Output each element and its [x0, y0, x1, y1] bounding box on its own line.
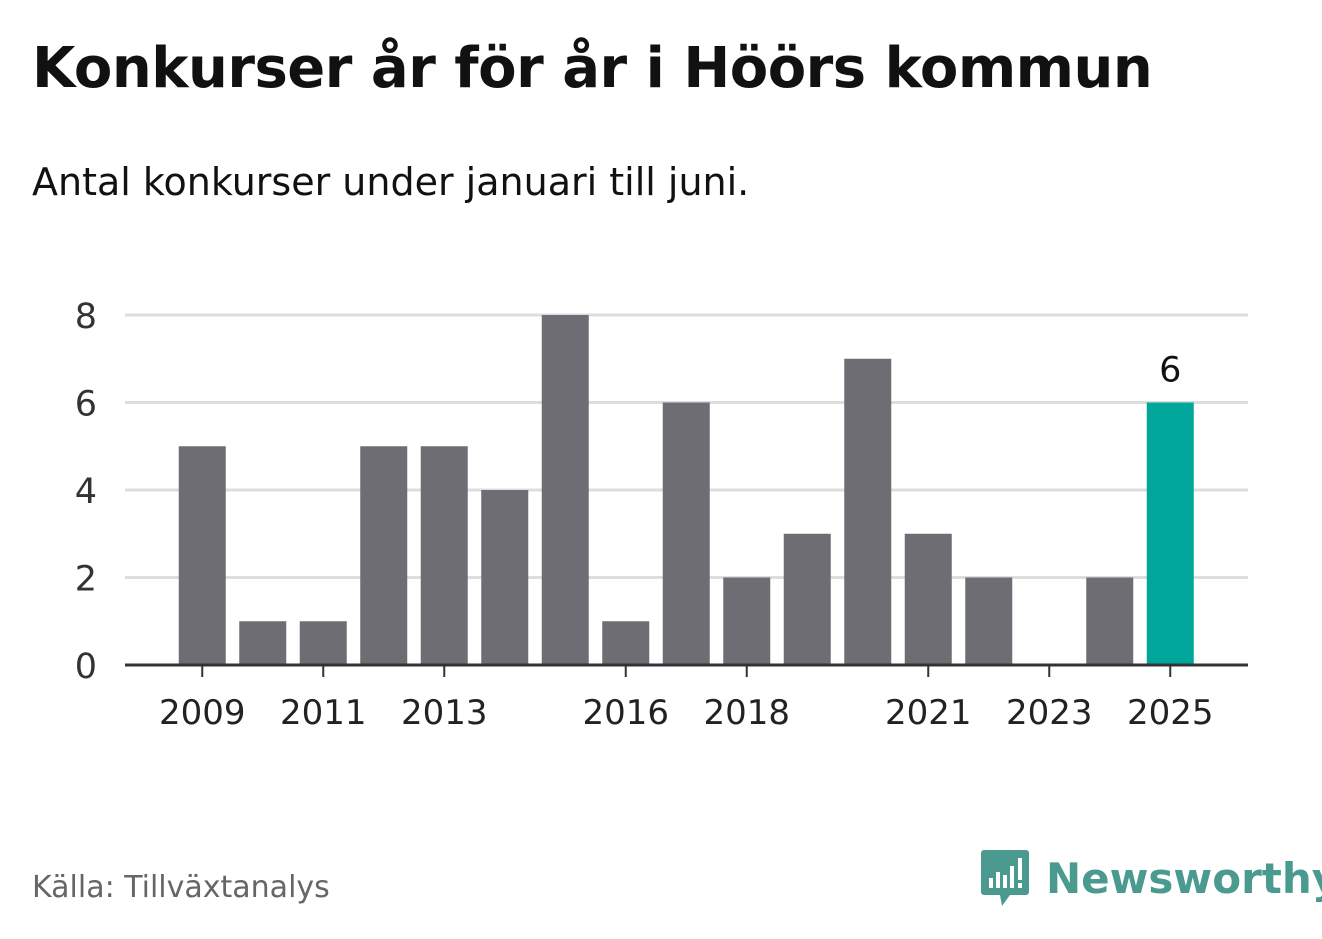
y-tick-label: 2 — [75, 560, 97, 600]
bar — [904, 533, 952, 665]
bar — [420, 446, 468, 665]
bar — [723, 577, 771, 665]
y-tick-label: 6 — [75, 385, 97, 425]
data-label: 6 — [1159, 351, 1181, 391]
bar — [662, 402, 710, 665]
x-tick-label: 2023 — [1006, 693, 1093, 733]
y-tick-label: 0 — [75, 647, 97, 687]
bar — [178, 446, 226, 665]
brand-name: Newsworthy — [1046, 853, 1322, 903]
bar — [541, 315, 589, 665]
bar — [844, 358, 892, 665]
bar — [965, 577, 1013, 665]
bar — [481, 490, 529, 665]
x-tick-label: 2018 — [703, 693, 790, 733]
chart-subtitle: Antal konkurser under januari till juni. — [32, 160, 750, 204]
source-note: Källa: Tillväxtanalys — [32, 870, 330, 905]
y-tick-label: 8 — [75, 297, 97, 337]
x-tick-label: 2021 — [885, 693, 972, 733]
bar — [299, 621, 347, 665]
x-tick-label: 2013 — [401, 693, 488, 733]
x-tick-label: 2009 — [159, 693, 246, 733]
bar — [1086, 577, 1134, 665]
chart-title: Konkurser år för år i Höörs kommun — [32, 36, 1153, 101]
bar — [360, 446, 408, 665]
newsworthy-logo-icon — [981, 850, 1029, 906]
brand-logo: Newsworthy — [980, 848, 1322, 908]
y-tick-label: 4 — [75, 472, 97, 512]
x-tick-label: 2011 — [280, 693, 367, 733]
bar-highlight — [1146, 402, 1194, 665]
bar — [783, 533, 831, 665]
bar — [602, 621, 650, 665]
x-tick-label: 2025 — [1127, 693, 1214, 733]
x-tick-label: 2016 — [582, 693, 669, 733]
bar — [239, 621, 287, 665]
